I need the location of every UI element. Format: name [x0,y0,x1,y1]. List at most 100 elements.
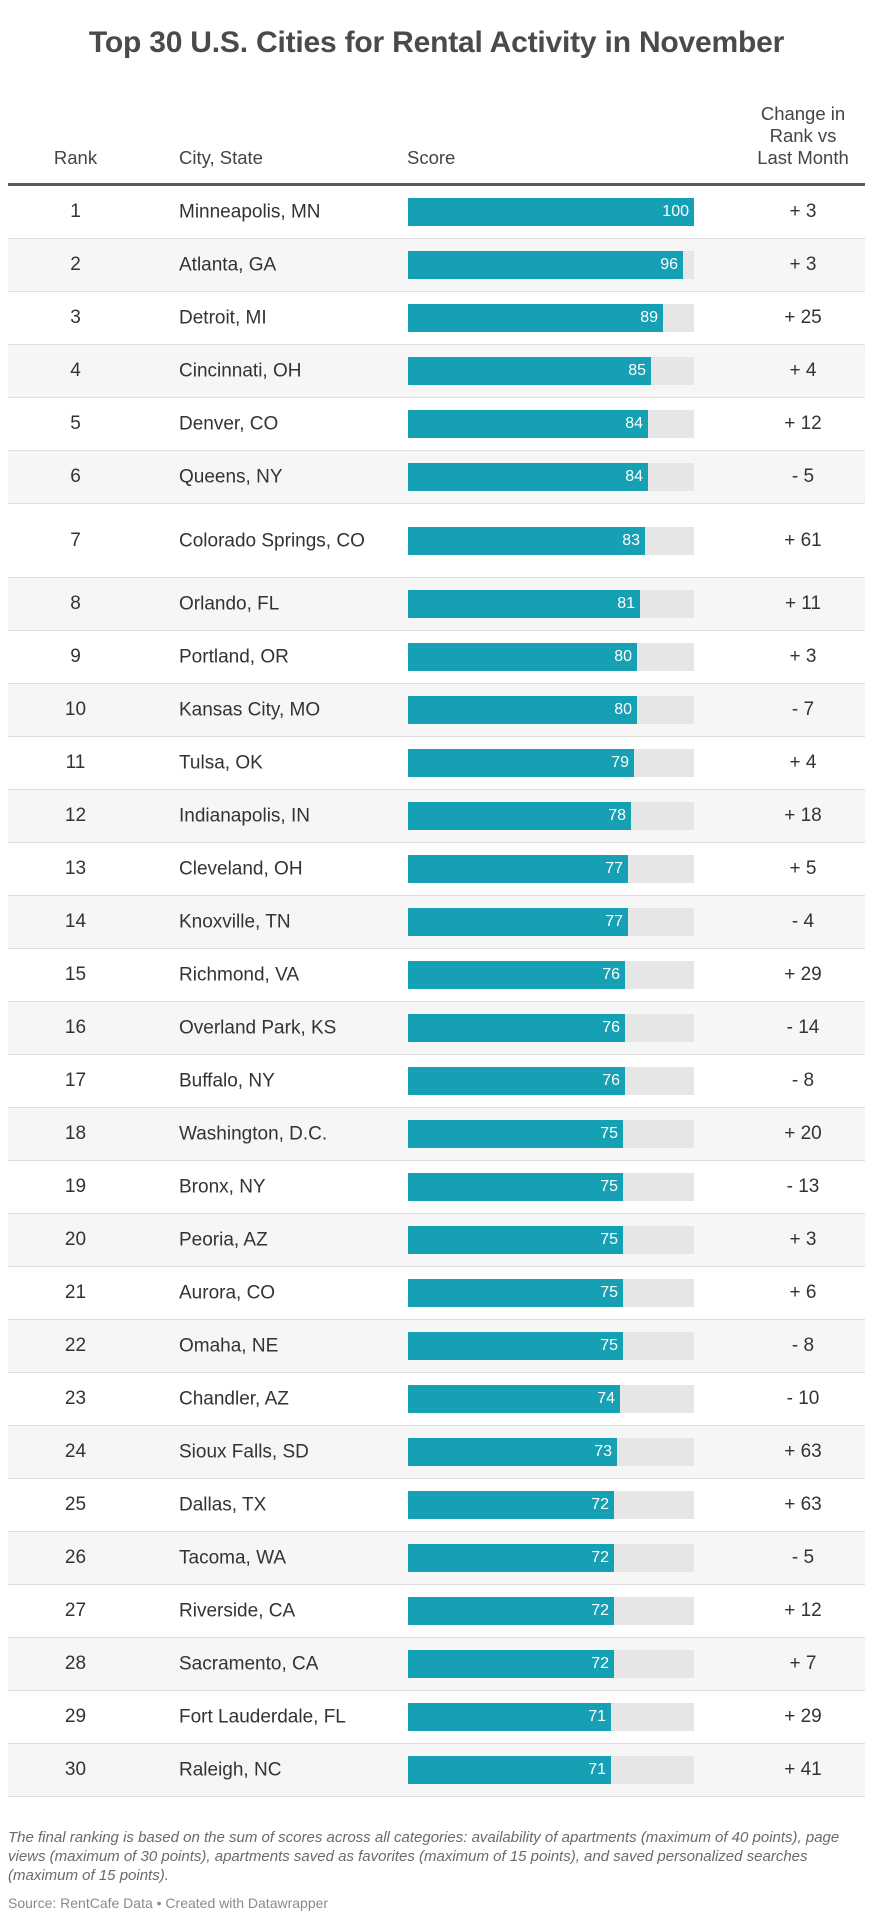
score-bar: 73 [408,1438,617,1466]
table-row: 14 Knoxville, TN 77 - 4 [8,896,865,949]
rank-cell: 16 [64,1017,87,1038]
score-bar-track: 75 [408,1173,694,1201]
score-label: 75 [600,1337,618,1354]
city-cell: Chandler, AZ [179,1388,289,1410]
city-cell: Dallas, TX [179,1494,267,1516]
score-bar-track: 75 [408,1120,694,1148]
city-cell: Knoxville, TN [179,911,291,933]
score-bar: 76 [408,1067,625,1095]
city-cell: Buffalo, NY [179,1070,275,1092]
score-bar: 75 [408,1226,623,1254]
score-label: 72 [591,1655,609,1672]
rank-change-cell: + 3 [789,1229,817,1250]
score-bar-track: 80 [408,643,694,671]
score-bar-track: 76 [408,1067,694,1095]
score-label: 85 [628,362,646,379]
score-bar-track: 76 [408,961,694,989]
source-line: Source: RentCafe Data • Created with Dat… [8,1895,329,1911]
table-row: 12 Indianapolis, IN 78 + 18 [8,790,865,843]
city-cell: Atlanta, GA [179,254,277,276]
score-label: 77 [605,913,623,930]
rank-cell: 2 [70,254,81,275]
rank-change-cell: + 29 [784,964,822,985]
score-label: 75 [600,1125,618,1142]
table-row: 6 Queens, NY 84 - 5 [8,451,865,504]
rank-cell: 10 [64,699,87,720]
score-bar-track: 80 [408,696,694,724]
rank-change-cell: + 61 [784,529,822,551]
rank-change-cell: + 4 [789,752,817,773]
table-row: 11 Tulsa, OK 79 + 4 [8,737,865,790]
rank-cell: 11 [65,752,86,773]
score-bar-track: 74 [408,1385,694,1413]
score-bar: 71 [408,1756,611,1784]
score-bar: 72 [408,1650,614,1678]
city-cell: Fort Lauderdale, FL [179,1706,346,1728]
score-bar-track: 72 [408,1650,694,1678]
rank-change-cell: - 8 [791,1070,815,1091]
table-row: 4 Cincinnati, OH 85 + 4 [8,345,865,398]
rank-change-cell: + 4 [789,360,817,381]
score-bar: 75 [408,1173,623,1201]
score-label: 77 [605,860,623,877]
rank-change-cell: + 41 [784,1759,822,1780]
rank-cell: 22 [64,1335,87,1356]
rank-change-cell: + 3 [789,646,817,667]
score-label: 81 [617,595,635,612]
score-bar-track: 71 [408,1703,694,1731]
score-bar: 76 [408,961,625,989]
score-label: 75 [600,1231,618,1248]
score-bar-track: 89 [408,304,694,332]
score-bar-track: 84 [408,463,694,491]
score-bar: 72 [408,1544,614,1572]
rank-cell: 26 [64,1547,87,1568]
city-cell: Orlando, FL [179,593,280,615]
score-bar-track: 85 [408,357,694,385]
table-header: Rank City, State Score Change in Rank vs… [8,103,865,186]
rank-change-cell: - 7 [791,699,815,720]
rank-change-cell: + 63 [784,1441,822,1462]
rank-cell: 18 [64,1123,87,1144]
rank-change-cell: + 12 [784,1600,822,1621]
rank-change-cell: + 3 [789,201,817,222]
score-bar: 75 [408,1332,623,1360]
header-rank: Rank [53,147,98,168]
table-row: 8 Orlando, FL 81 + 11 [8,578,865,631]
rank-change-cell: + 25 [784,307,822,328]
table-row: 18 Washington, D.C. 75 + 20 [8,1108,865,1161]
city-cell: Minneapolis, MN [179,201,321,223]
header-city: City, State [179,147,263,168]
score-bar-track: 83 [408,526,694,555]
table-row: 7 Colorado Springs, CO 83 + 61 [8,504,865,578]
ranking-table: Rank City, State Score Change in Rank vs… [8,103,865,1797]
score-bar-track: 76 [408,1014,694,1042]
score-bar-track: 73 [408,1438,694,1466]
score-bar: 84 [408,463,648,491]
score-bar: 75 [408,1279,623,1307]
chart-title: Top 30 U.S. Cities for Rental Activity i… [88,26,785,59]
score-bar: 75 [408,1120,623,1148]
city-cell: Riverside, CA [179,1600,296,1622]
city-cell: Omaha, NE [179,1335,279,1357]
table-row: 16 Overland Park, KS 76 - 14 [8,1002,865,1055]
rank-cell: 12 [64,805,87,826]
score-label: 84 [625,468,643,485]
table-row: 2 Atlanta, GA 96 + 3 [8,239,865,292]
rank-change-cell: + 63 [784,1494,822,1515]
score-bar-track: 72 [408,1597,694,1625]
score-bar: 78 [408,802,631,830]
score-label: 76 [602,966,620,983]
score-bar-track: 77 [408,855,694,883]
score-bar: 100 [408,198,694,226]
score-bar-track: 79 [408,749,694,777]
score-bar: 89 [408,304,663,332]
table-row: 27 Riverside, CA 72 + 12 [8,1585,865,1638]
score-label: 73 [594,1443,612,1460]
rank-cell: 24 [64,1441,87,1462]
rank-change-cell: - 4 [791,911,815,932]
score-label: 78 [608,807,626,824]
score-label: 75 [600,1178,618,1195]
city-cell: Kansas City, MO [179,699,321,721]
rank-cell: 6 [70,466,81,487]
table-row: 1 Minneapolis, MN 100 + 3 [8,186,865,239]
